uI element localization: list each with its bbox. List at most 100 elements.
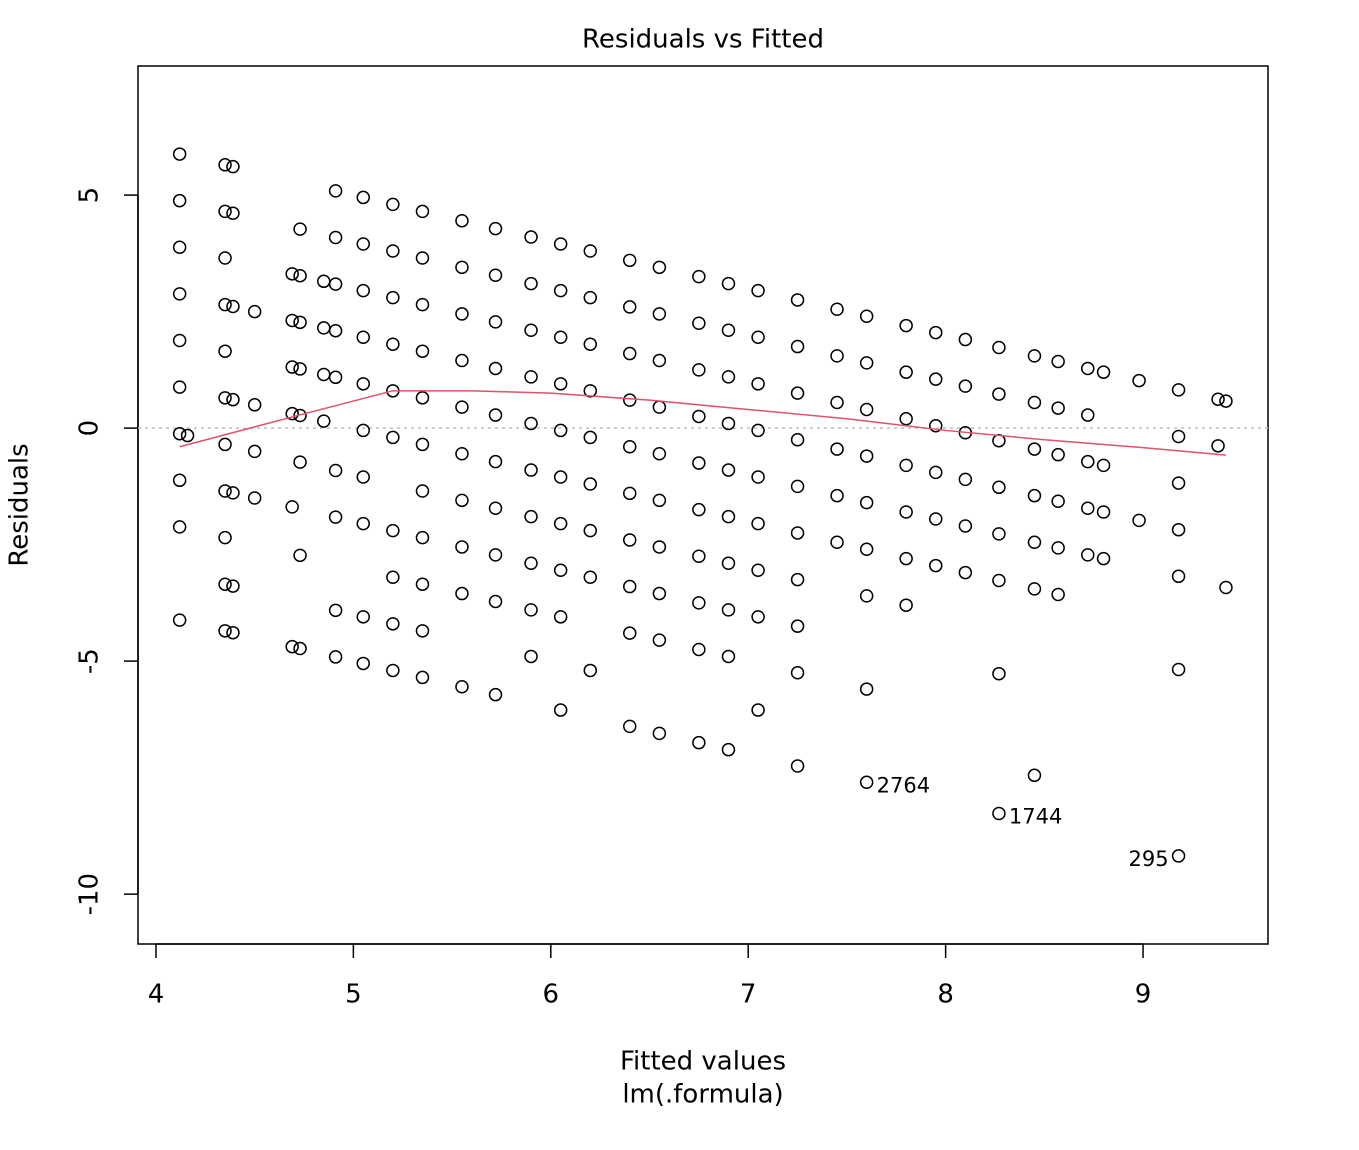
- point: [328, 603, 343, 618]
- y-tick-label: 5: [75, 187, 105, 204]
- point: [652, 307, 667, 321]
- point: [899, 551, 913, 566]
- point: [328, 230, 343, 245]
- point: [218, 251, 232, 265]
- point: [172, 473, 187, 488]
- point: [293, 408, 307, 423]
- point: [830, 349, 844, 363]
- point: [415, 344, 430, 358]
- point: [1051, 401, 1065, 415]
- point: [721, 649, 736, 664]
- point: [285, 267, 299, 281]
- point: [1027, 535, 1042, 550]
- point: [488, 687, 503, 702]
- point: [899, 458, 913, 473]
- point: [721, 556, 736, 571]
- point: [859, 356, 874, 370]
- point: [1027, 582, 1042, 596]
- point: [172, 287, 187, 301]
- point: [172, 147, 187, 161]
- point: [285, 406, 299, 421]
- point: [1027, 768, 1042, 783]
- point: [929, 558, 943, 573]
- point: [692, 363, 706, 377]
- point: [583, 523, 598, 538]
- point: [247, 304, 262, 319]
- point: [1027, 395, 1042, 410]
- point: [356, 190, 370, 205]
- point: [172, 426, 187, 441]
- point: [623, 486, 637, 501]
- point: [859, 775, 874, 790]
- point: [1096, 365, 1111, 379]
- point: [958, 472, 973, 487]
- point: [455, 540, 469, 554]
- point: [1051, 447, 1065, 462]
- point: [992, 340, 1006, 355]
- y-tick-label: -5: [75, 648, 105, 674]
- point: [386, 523, 400, 538]
- point: [1171, 522, 1186, 537]
- point: [583, 337, 598, 351]
- point: [859, 542, 874, 557]
- point: [293, 548, 307, 563]
- point: [929, 325, 943, 340]
- point: [356, 423, 370, 438]
- point: [356, 377, 370, 391]
- point: [524, 509, 538, 524]
- point: [721, 742, 736, 757]
- point: [172, 380, 187, 394]
- point: [583, 244, 598, 258]
- point: [1081, 548, 1095, 562]
- point: [1096, 551, 1111, 566]
- point: [415, 297, 430, 312]
- point: [172, 613, 187, 627]
- point: [553, 330, 568, 344]
- point: [899, 412, 913, 426]
- point: [415, 624, 430, 638]
- smooth-line: [179, 390, 1227, 456]
- point: [285, 500, 299, 514]
- point: [328, 323, 343, 338]
- x-tick-label: 7: [740, 980, 757, 1010]
- point: [992, 806, 1006, 821]
- point: [992, 480, 1006, 495]
- point: [830, 535, 844, 550]
- point-annotation: 1744: [1009, 805, 1062, 829]
- point: [652, 353, 667, 368]
- point: [524, 463, 538, 477]
- point: [1171, 429, 1186, 444]
- point: [455, 586, 469, 601]
- point: [859, 309, 874, 324]
- point: [218, 344, 232, 358]
- x-tick-label: 9: [1135, 980, 1152, 1010]
- point: [1051, 541, 1065, 555]
- point: [929, 419, 943, 433]
- point: [218, 484, 232, 498]
- point: [652, 540, 667, 554]
- point: [356, 237, 370, 251]
- point: [623, 346, 637, 361]
- point: [247, 491, 262, 505]
- point: [356, 330, 370, 344]
- point: [830, 488, 844, 503]
- point: [929, 512, 943, 526]
- point: [623, 719, 637, 734]
- point: [1027, 349, 1042, 363]
- point: [455, 400, 469, 414]
- point: [293, 268, 307, 283]
- point: [899, 365, 913, 379]
- point: [218, 577, 232, 591]
- point: [1027, 442, 1042, 456]
- y-tick-label: 0: [75, 420, 105, 437]
- point: [488, 408, 503, 422]
- point: [317, 367, 331, 382]
- point: [652, 586, 667, 601]
- y-axis-label: Residuals: [5, 443, 35, 566]
- point: [218, 158, 232, 172]
- point: [623, 300, 637, 314]
- point: [455, 307, 469, 321]
- point: [790, 386, 805, 400]
- point: [692, 596, 706, 610]
